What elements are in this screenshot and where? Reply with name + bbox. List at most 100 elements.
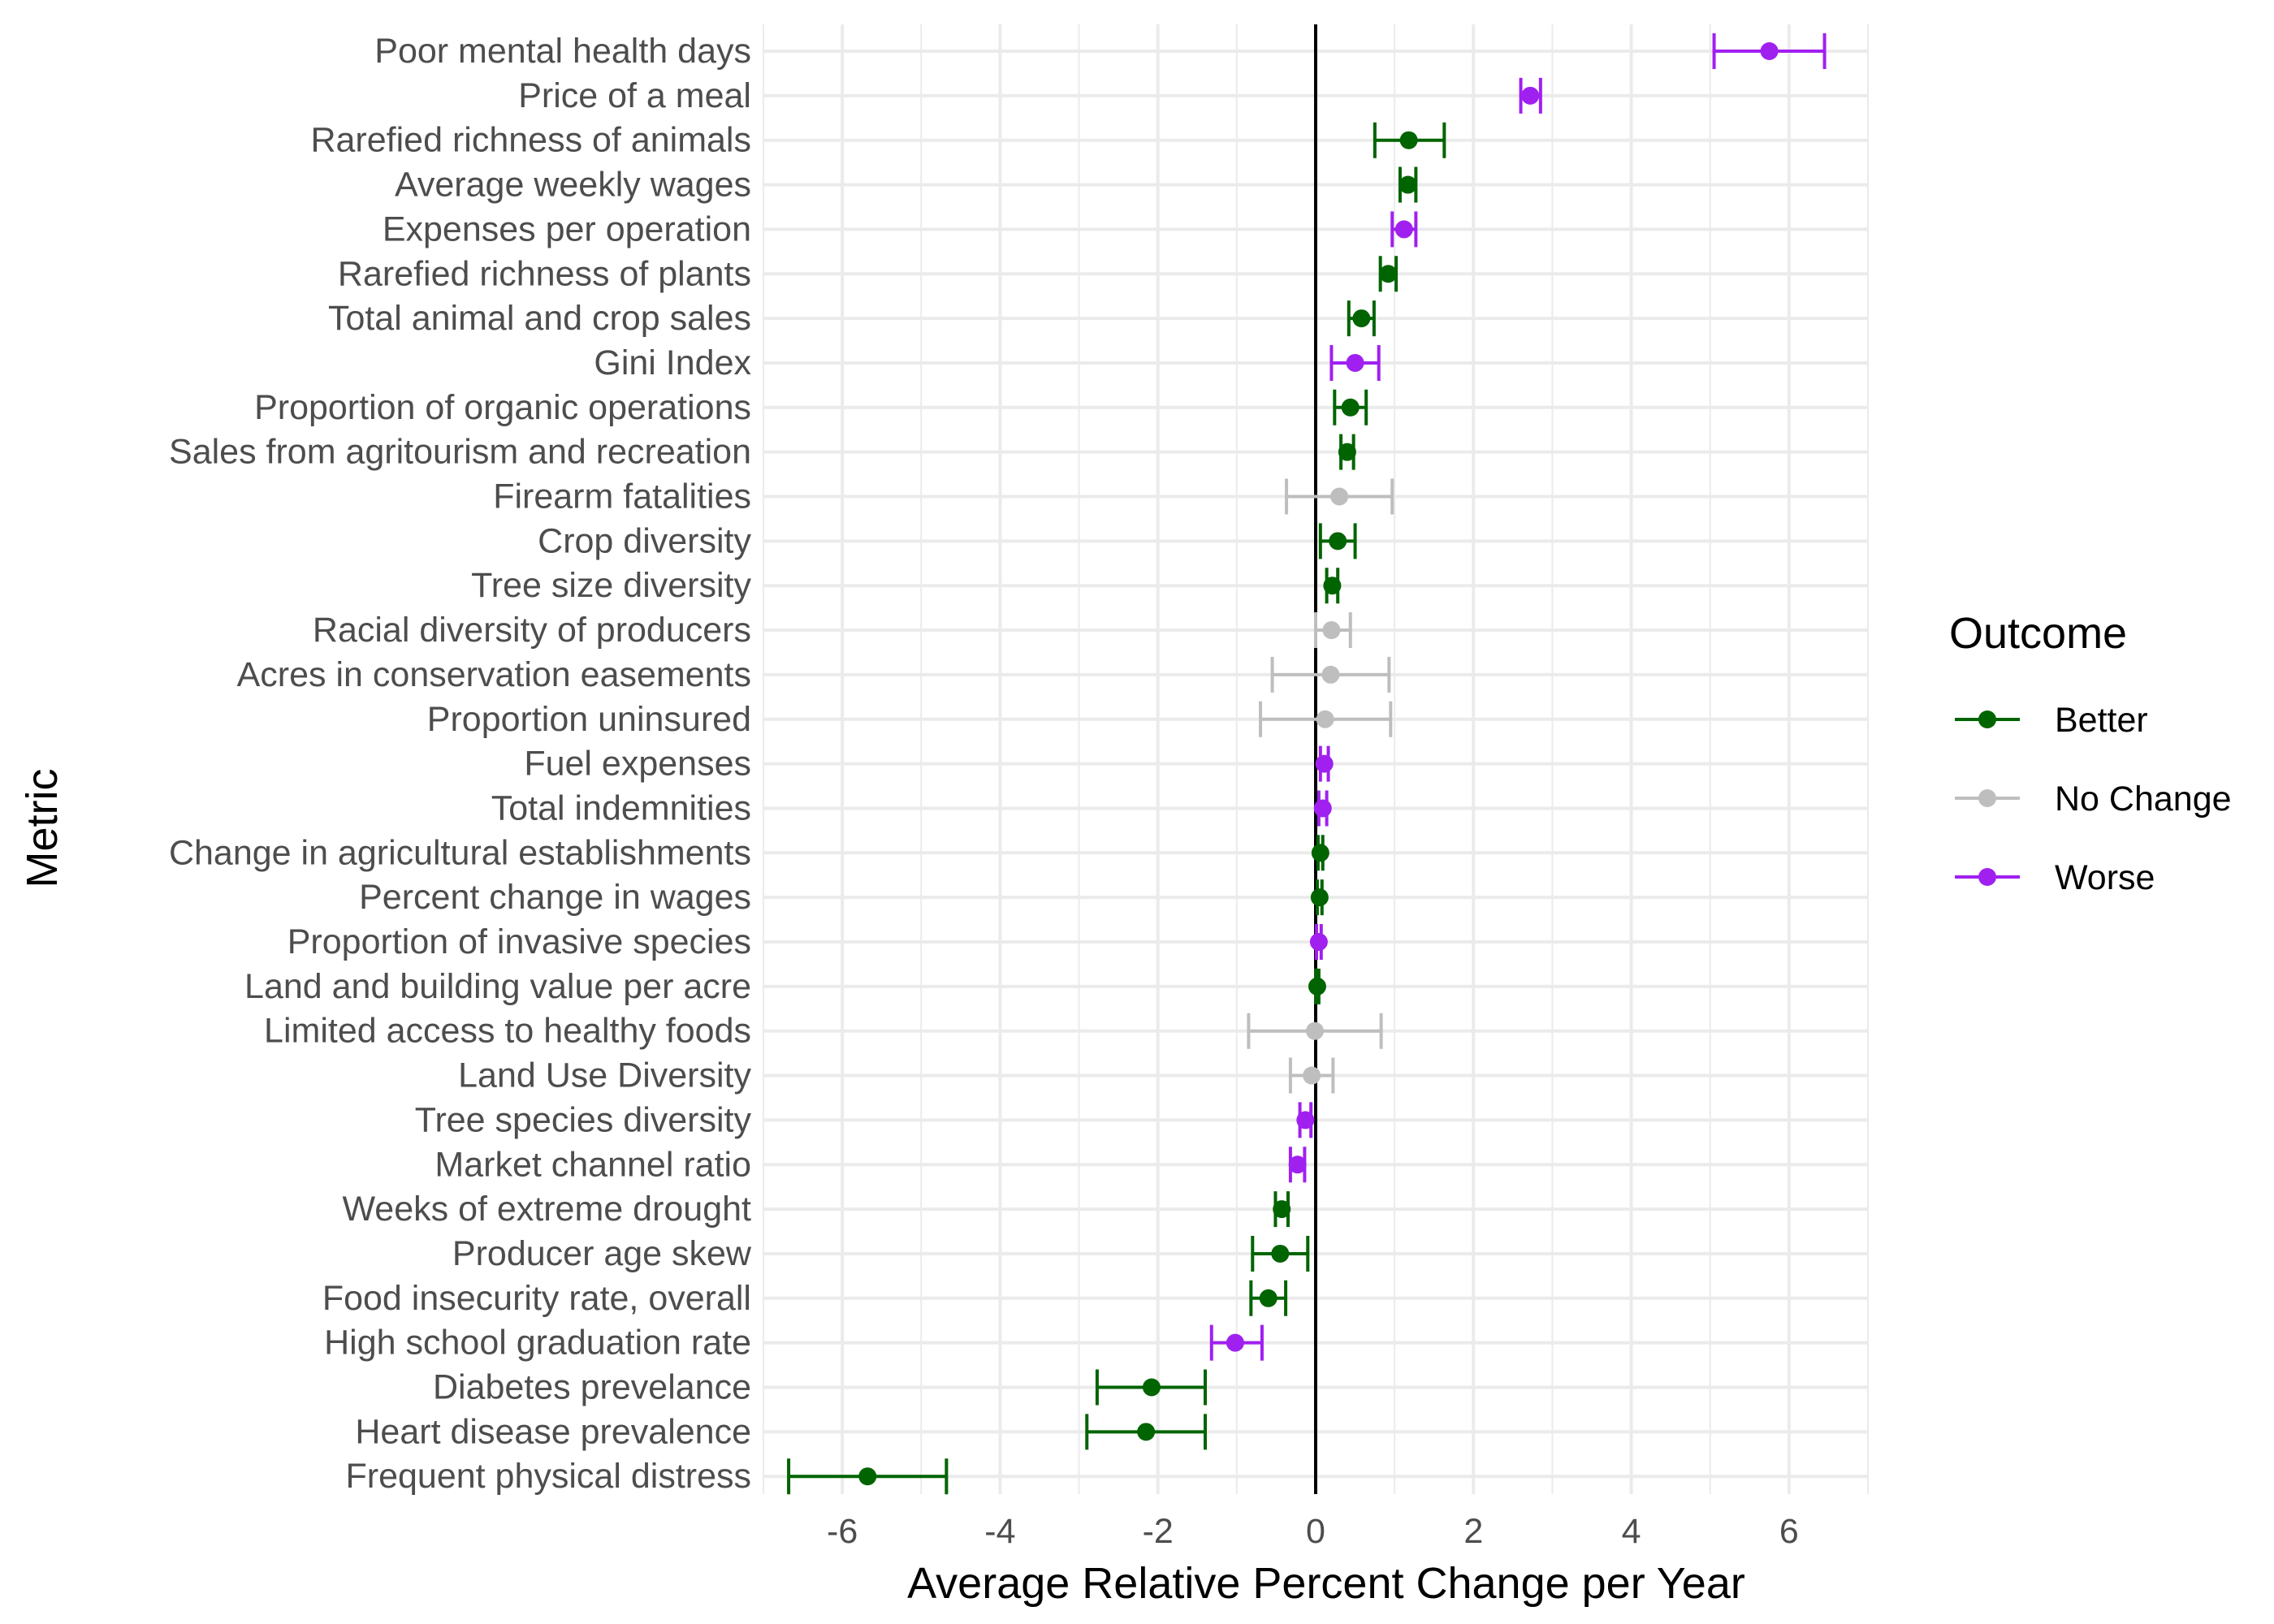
x-tick-label: -2 <box>1143 1512 1174 1551</box>
point-marker <box>1288 1155 1307 1174</box>
x-tick-label: 2 <box>1463 1512 1483 1551</box>
y-tick-label: Price of a meal <box>518 76 751 115</box>
data-point <box>1310 879 1329 916</box>
y-tick-label: Tree species diversity <box>415 1100 752 1139</box>
point-marker <box>1310 888 1329 907</box>
data-point <box>1519 77 1542 114</box>
legend-key-marker <box>1978 868 1996 886</box>
point-marker <box>1346 353 1364 372</box>
data-point <box>1095 1369 1207 1406</box>
y-tick-label: Frequent physical distress <box>346 1457 752 1496</box>
legend-title: Outcome <box>1949 609 2127 658</box>
data-point <box>1308 968 1326 1004</box>
y-tick-label: Poor mental health days <box>374 32 751 71</box>
point-marker <box>1760 42 1779 60</box>
point-marker <box>1259 1289 1278 1307</box>
point-marker <box>1394 220 1413 239</box>
data-point <box>1323 568 1342 604</box>
data-point <box>1347 300 1376 337</box>
data-point <box>1333 389 1368 425</box>
y-tick-label: Food insecurity rate, overall <box>322 1279 751 1318</box>
data-point <box>1296 1102 1315 1138</box>
y-tick-label: Land Use Diversity <box>458 1056 751 1095</box>
legend-label: No Change <box>2055 780 2232 818</box>
point-marker <box>1311 844 1329 862</box>
data-point <box>1270 656 1391 693</box>
y-tick-label: Proportion uninsured <box>427 700 751 739</box>
y-tick-label: Limited access to healthy foods <box>264 1012 751 1051</box>
y-tick-label: Fuel expenses <box>524 745 751 784</box>
legend-entry: Worse <box>1955 858 2155 897</box>
point-marker <box>1313 799 1332 818</box>
point-marker <box>1308 977 1326 996</box>
y-tick-label: High school graduation rate <box>324 1324 751 1363</box>
data-point <box>1288 1057 1335 1094</box>
point-marker <box>1271 1244 1290 1263</box>
legend: Outcome Better No Change Worse <box>1949 609 2232 897</box>
y-tick-label: Acres in conservation easements <box>237 655 751 694</box>
data-point <box>1273 1191 1291 1228</box>
y-tick-label: Expenses per operation <box>383 209 751 248</box>
y-tick-label: Percent change in wages <box>359 878 751 917</box>
y-tick-label: Firearm fatalities <box>493 477 751 516</box>
data-point <box>1338 434 1356 470</box>
y-tick-label: Racial diversity of producers <box>313 611 751 650</box>
point-marker <box>1321 665 1340 684</box>
y-tick-label: Proportion of organic operations <box>254 388 751 427</box>
data-point <box>1249 1280 1288 1316</box>
y-tick-label: Average weekly wages <box>395 166 751 205</box>
point-marker <box>1309 933 1328 951</box>
point-marker <box>1137 1423 1156 1441</box>
legend-entry: No Change <box>1955 780 2232 818</box>
x-tick-label: 6 <box>1779 1512 1799 1551</box>
data-point <box>1247 1013 1383 1049</box>
data-point <box>1390 211 1418 248</box>
legend-key-marker <box>1978 710 1996 728</box>
data-point <box>1259 701 1393 737</box>
data-point <box>1314 612 1352 649</box>
y-tick-label: Change in agricultural establishments <box>169 833 751 872</box>
point-marker <box>1303 1066 1321 1085</box>
point-marker <box>1315 754 1334 773</box>
y-tick-label: Rarefied richness of plants <box>338 254 751 293</box>
x-axis-title: Average Relative Percent Change per Year <box>907 1559 1745 1608</box>
point-marker <box>858 1467 877 1486</box>
point-marker <box>1306 1021 1325 1040</box>
point-marker <box>1316 710 1334 728</box>
y-axis-tick-labels: Poor mental health days Price of a meal Ra… <box>169 32 752 1496</box>
point-marker <box>1322 621 1341 640</box>
point-marker <box>1379 265 1398 283</box>
y-tick-label: Market channel ratio <box>434 1145 751 1184</box>
y-tick-label: Gini Index <box>594 343 751 382</box>
point-marker <box>1399 175 1417 194</box>
point-marker <box>1323 577 1342 595</box>
point-marker <box>1352 309 1371 328</box>
data-point <box>1712 33 1827 69</box>
point-marker <box>1341 398 1360 417</box>
data-point <box>787 1458 949 1495</box>
point-marker <box>1273 1200 1291 1219</box>
legend-entry: Better <box>1955 701 2148 740</box>
y-tick-label: Tree size diversity <box>471 566 751 605</box>
legend-key-marker <box>1978 789 1996 807</box>
data-point <box>1315 745 1334 782</box>
point-marker <box>1296 1111 1315 1129</box>
x-axis-tick-labels: -6 -4 -2 0 2 4 6 <box>827 1512 1799 1551</box>
x-tick-label: 4 <box>1622 1512 1641 1551</box>
x-tick-label: 0 <box>1306 1512 1325 1551</box>
point-marker <box>1521 86 1540 105</box>
data-point <box>1373 122 1446 158</box>
y-tick-label: Producer age skew <box>452 1234 752 1273</box>
y-tick-label: Rarefied richness of animals <box>310 121 751 160</box>
data-point <box>1398 166 1418 203</box>
data-point <box>1288 1147 1307 1183</box>
point-marker <box>1338 443 1356 461</box>
y-tick-label: Heart disease prevalence <box>355 1412 751 1451</box>
y-tick-label: Sales from agritourism and recreation <box>169 433 751 472</box>
data-point <box>1329 344 1381 381</box>
data-point <box>1318 523 1357 559</box>
point-marker <box>1142 1378 1161 1397</box>
y-tick-label: Crop diversity <box>538 521 751 560</box>
y-tick-label: Proportion of invasive species <box>287 922 751 961</box>
